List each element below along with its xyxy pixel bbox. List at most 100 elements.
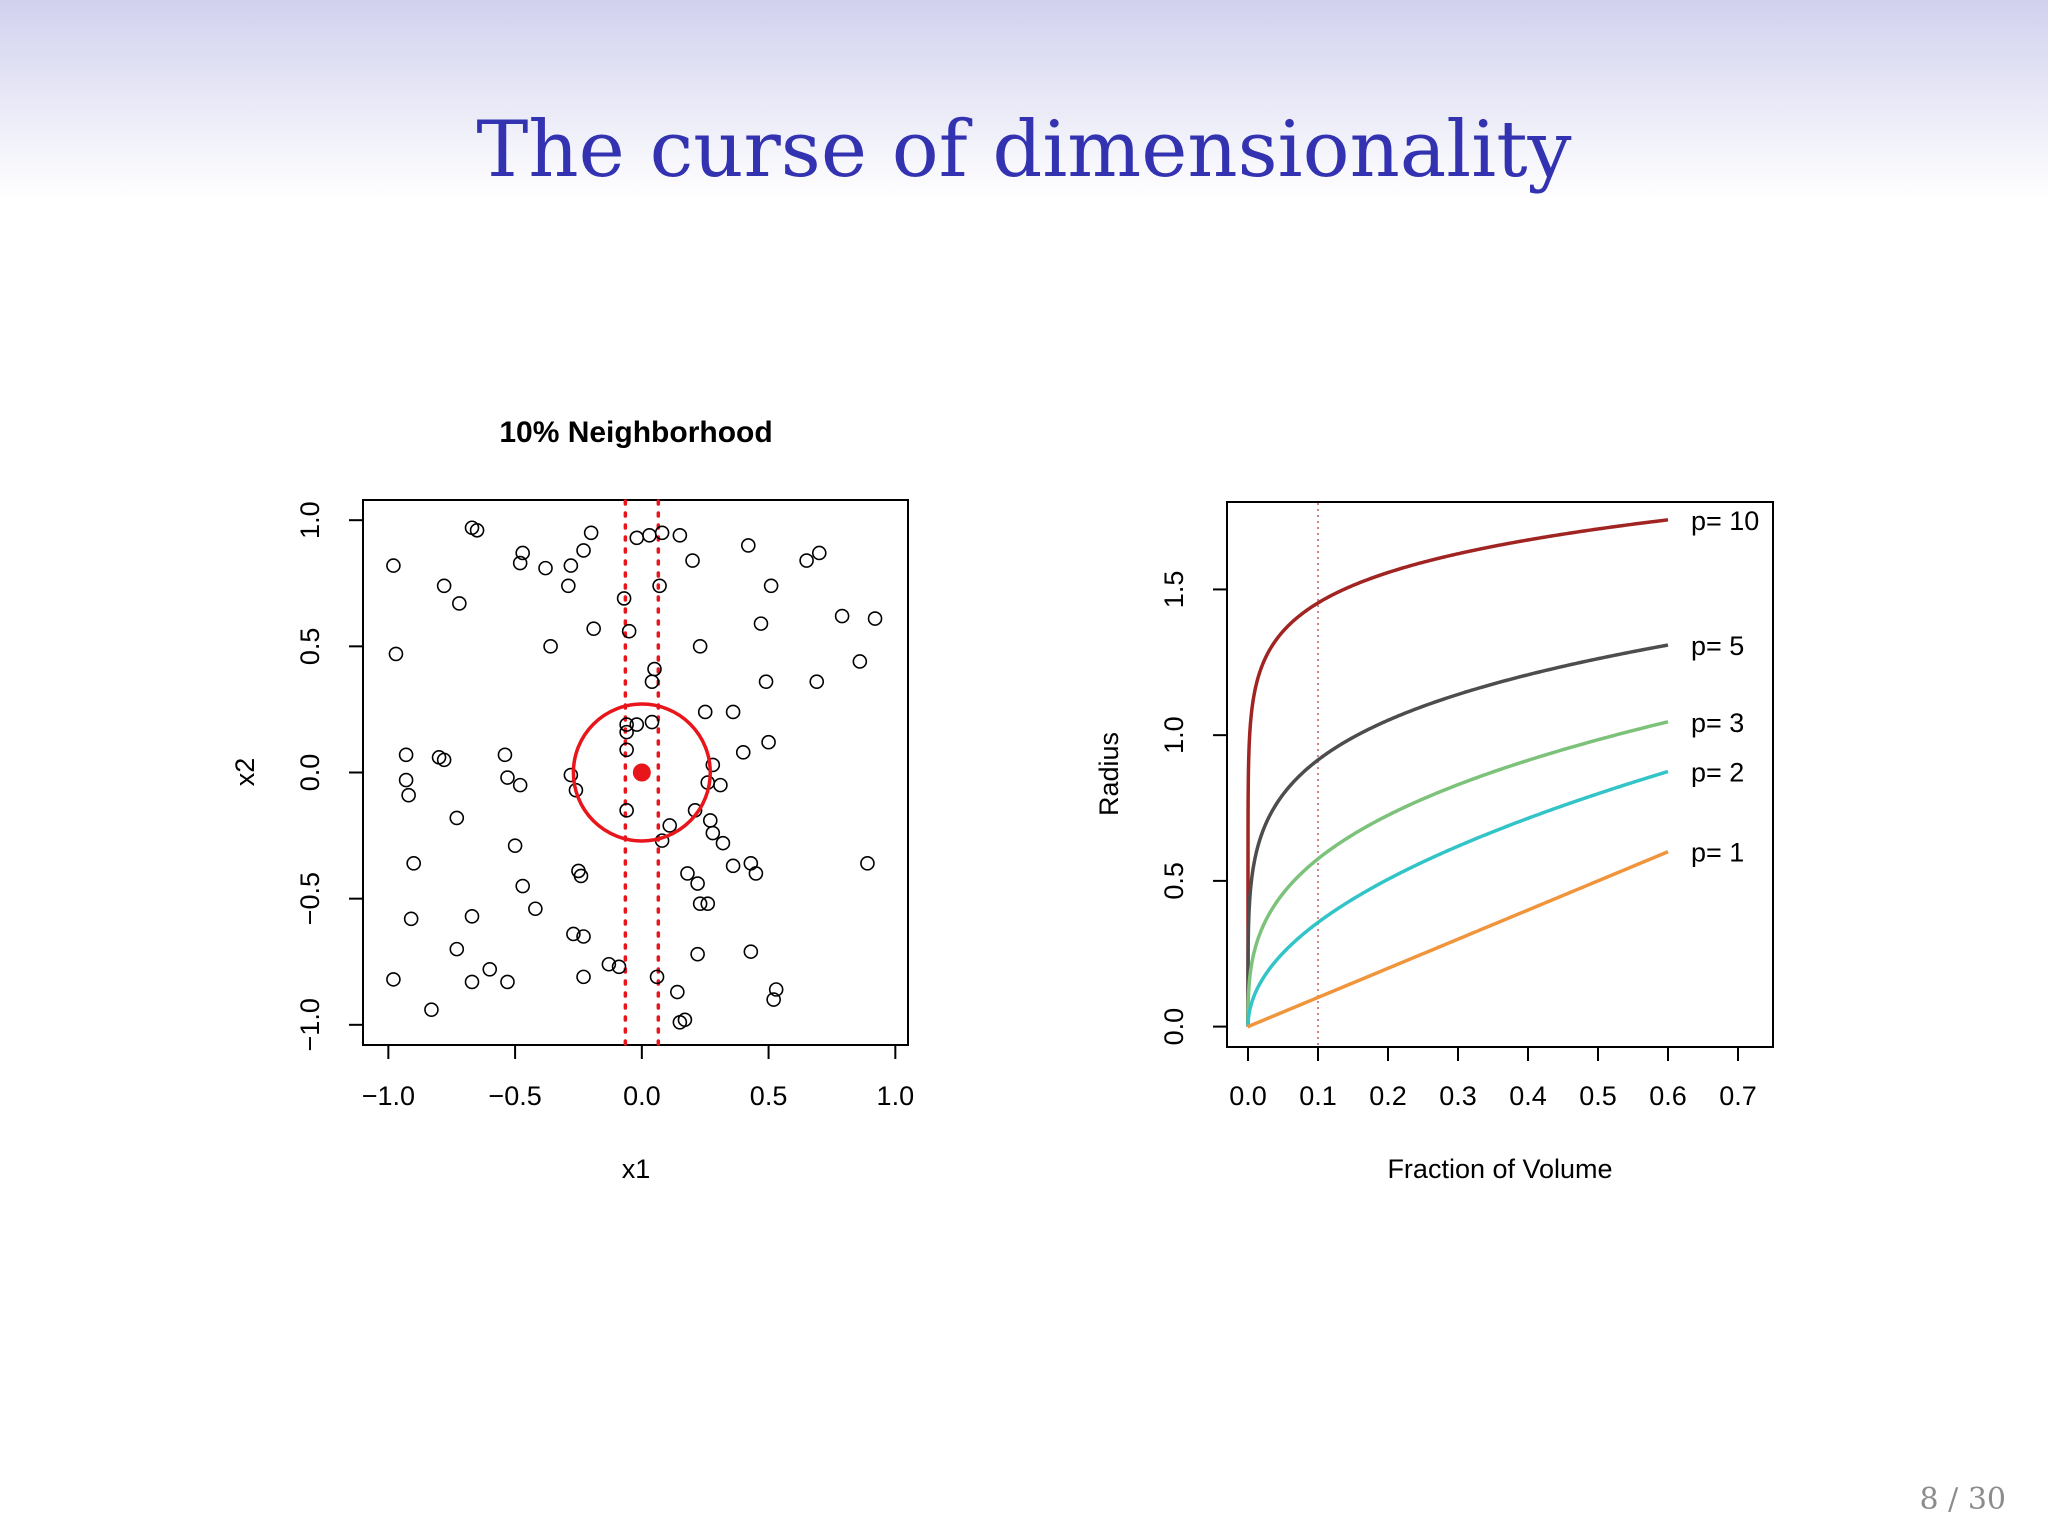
left-y-tick-label: −1.0 — [295, 998, 325, 1051]
scatter-point — [616, 591, 632, 606]
scatter-point — [743, 856, 759, 871]
scatter-point — [586, 621, 601, 636]
left-x-axis-label: x1 — [622, 1154, 651, 1184]
scatter-point — [629, 717, 645, 732]
scatter-point — [561, 578, 576, 594]
scatter-point — [619, 724, 634, 740]
scatter-point — [715, 835, 731, 851]
series-label-p10: p= 10 — [1691, 506, 1759, 536]
scatter-point — [398, 772, 414, 788]
scatter-point — [834, 608, 850, 624]
scatter-point — [670, 984, 685, 1000]
scatter-point — [692, 639, 708, 654]
scatter-point — [583, 525, 599, 541]
left-x-axis: −1.0 −0.5 0.0 0.5 1.0 — [362, 1044, 915, 1111]
scatter-point — [860, 856, 875, 871]
scatter-point — [761, 734, 776, 750]
target-point — [632, 763, 651, 782]
scatter-point — [469, 522, 485, 538]
right-x-tick-label: 0.4 — [1509, 1081, 1547, 1111]
radius-volume-chart: 0.0 0.1 0.2 0.3 0.4 0.5 0.6 0.7 0.0 0.5 1.0 1.5 p=… — [1094, 501, 1774, 1184]
scatter-point — [398, 747, 414, 763]
scatter-point — [690, 876, 705, 891]
right-data-marks: p= 10 p= 5 p= 3 p= 2 p= 1 — [1246, 503, 1759, 1046]
series-label-p3: p= 3 — [1691, 708, 1744, 738]
left-x-tick-label: −1.0 — [362, 1081, 415, 1111]
left-data-marks — [386, 499, 883, 1046]
scatter-point — [619, 803, 634, 818]
left-y-tick-label: 0.0 — [295, 754, 325, 792]
right-x-tick-label: 0.1 — [1299, 1081, 1337, 1111]
left-y-axis: −1.0 −0.5 0.0 0.5 1.0 — [295, 501, 364, 1051]
left-x-tick-label: 1.0 — [877, 1081, 915, 1111]
left-x-tick-label: 0.0 — [623, 1081, 661, 1111]
right-x-tick-label: 0.5 — [1579, 1081, 1617, 1111]
right-x-tick-label: 0.6 — [1649, 1081, 1687, 1111]
series-label-p2: p= 2 — [1691, 757, 1744, 787]
scatter-point — [436, 578, 452, 594]
scatter-point — [700, 896, 716, 912]
scatter-point — [601, 956, 617, 972]
scatter-point — [705, 825, 721, 841]
page-number: 8 / 30 — [1919, 1482, 2006, 1517]
scatter-point — [741, 538, 756, 553]
scatter-point — [497, 747, 513, 763]
series-label-p5: p= 5 — [1691, 631, 1744, 661]
scatter-point — [642, 528, 657, 543]
scatter-point — [576, 969, 591, 985]
scatter-point — [766, 992, 781, 1007]
scatter-point — [538, 560, 553, 576]
left-y-tick-label: −0.5 — [295, 872, 325, 925]
scatter-point — [654, 525, 670, 541]
scatter-point — [680, 866, 695, 881]
scatter-point — [702, 813, 718, 828]
scatter-point — [424, 1002, 439, 1017]
slide-title: The curse of dimensionality — [476, 105, 1572, 195]
series-line-p10 — [1246, 518, 1669, 1027]
neighborhood-circle — [571, 702, 713, 843]
scatter-point — [662, 818, 678, 833]
left-y-tick-label: 1.0 — [295, 501, 325, 539]
scatter-point — [403, 911, 419, 927]
scatter-point — [763, 578, 779, 594]
scatter-point — [406, 856, 421, 871]
scatter-point — [566, 926, 581, 942]
scatter-point — [619, 742, 634, 758]
scatter-point — [705, 757, 721, 773]
scatter-point — [528, 901, 543, 917]
scatter-point — [449, 941, 465, 957]
scatter-point — [576, 543, 591, 558]
right-x-tick-label: 0.7 — [1719, 1081, 1757, 1111]
series-line-p2 — [1246, 769, 1669, 1029]
scatter-point — [743, 944, 759, 959]
scatter-point — [576, 929, 591, 944]
right-x-tick-label: 0.3 — [1439, 1081, 1477, 1111]
right-y-tick-label: 0.0 — [1159, 1008, 1189, 1046]
scatter-point — [690, 946, 705, 962]
scatter-point — [500, 770, 515, 785]
scatter-point — [388, 646, 404, 662]
scatter-point — [685, 553, 700, 568]
scatter-point — [611, 959, 627, 975]
series-line-p3 — [1246, 720, 1669, 1028]
scatter-point — [852, 654, 868, 669]
scatter-point — [713, 777, 728, 793]
scatter-point — [758, 674, 774, 689]
scatter-point — [452, 596, 467, 611]
right-y-axis-label: Radius — [1094, 732, 1124, 816]
scatter-point — [735, 745, 751, 760]
scatter-point — [649, 969, 665, 985]
scatter-point — [386, 972, 401, 987]
scatter-point — [867, 611, 883, 626]
scatter-point — [401, 787, 416, 803]
right-y-axis: 0.0 0.5 1.0 1.5 — [1159, 571, 1228, 1046]
neighborhood-scatter-chart: 10% Neighborhood −1.0 −0.5 0.0 0.5 1.0 −1.0−… — [230, 416, 914, 1184]
title-band — [0, 0, 2048, 200]
scatter-point — [464, 974, 480, 990]
left-y-tick-label: 0.5 — [295, 628, 325, 666]
scatter-point — [677, 1012, 693, 1028]
scatter-point — [515, 878, 530, 894]
scatter-point — [692, 896, 708, 912]
